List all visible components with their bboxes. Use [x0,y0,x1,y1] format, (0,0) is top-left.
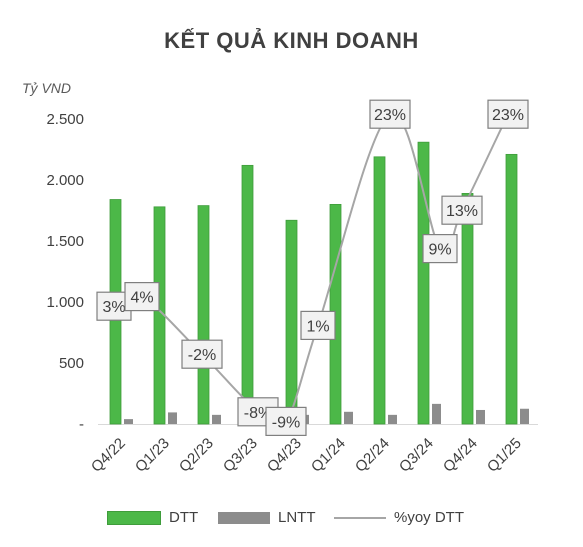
chart-title: KẾT QUẢ KINH DOANH [164,28,419,53]
bar-dtt [505,153,518,425]
chart-legend: DTT LNTT %yoy DTT [0,509,583,533]
data-label-yoy: 9% [428,242,451,259]
legend-label-lntt: LNTT [278,509,316,526]
legend-label-yoy: %yoy DTT [394,509,465,526]
y-tick-label: - [79,416,84,433]
y-tick-label: 1.000 [46,294,84,311]
data-label-yoy: 23% [492,107,524,124]
data-label-box [422,234,458,264]
x-tick-label: Q1/25 [484,435,525,476]
line-yoy-dtt [113,112,509,429]
bar-lntt [168,412,177,424]
legend-swatch-dtt [107,510,161,525]
bar-lntt [124,419,133,424]
x-tick-label: Q2/23 [176,435,217,476]
legend-item-yoy: %yoy DTT [334,509,464,526]
x-tick-label: Q4/24 [440,435,481,476]
data-label-yoy: -9% [272,414,300,431]
bar-lntt [212,414,221,424]
x-tick-label: Q3/24 [396,435,437,476]
y-tick-label: 2.000 [46,172,84,189]
bar-dtt [373,156,386,425]
x-tick-label: Q1/23 [132,435,173,476]
data-label-yoy: 23% [374,107,406,124]
data-label-box [300,310,336,340]
data-label-box [441,195,483,225]
data-label-yoy: 3% [102,299,125,316]
bar-lntt [432,403,441,424]
bar-dtt [461,193,474,425]
data-label-yoy: -2% [188,347,216,364]
data-label-box [265,406,307,436]
legend-label-dtt: DTT [169,509,199,526]
legend-swatch-yoy [334,516,386,519]
data-label-yoy: -8% [244,405,272,422]
x-tick-label: Q4/23 [264,435,305,476]
bar-lntt [344,411,353,424]
bar-dtt [417,141,430,425]
y-tick-label: 500 [59,355,84,372]
x-tick-label: Q4/22 [88,435,129,476]
data-label-box [124,282,160,312]
legend-item-dtt: DTT [107,509,198,526]
data-label-box [181,339,223,369]
data-label-yoy: 4% [130,290,153,307]
legend-item-lntt: LNTT [218,509,316,526]
bar-lntt [520,408,529,424]
data-label-yoy: 1% [306,318,329,335]
bar-dtt [285,219,298,425]
y-tick-label: 1.500 [46,233,84,250]
data-label-yoy: 13% [446,203,478,220]
data-label-box [369,99,411,129]
y-tick-label: 2.500 [46,111,84,128]
bar-dtt [241,164,254,425]
x-tick-label: Q3/23 [220,435,261,476]
legend-swatch-lntt [218,511,270,524]
x-tick-label: Q2/24 [352,435,393,476]
data-label-box [487,99,529,129]
bar-lntt [476,409,485,424]
bar-lntt [388,414,397,424]
x-tick-label: Q1/24 [308,435,349,476]
y-axis-unit-label: Tỷ VND [22,80,71,96]
bar-dtt [197,205,210,425]
